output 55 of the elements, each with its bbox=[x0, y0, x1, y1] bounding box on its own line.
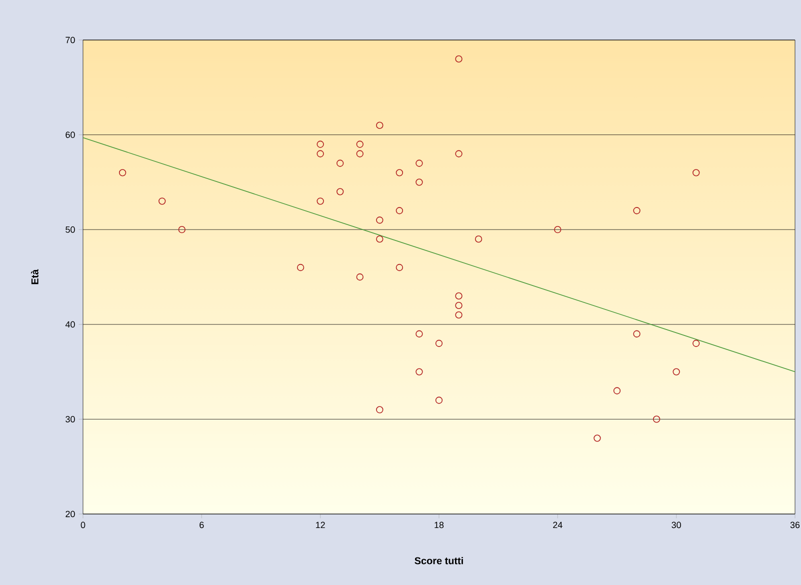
point bbox=[376, 406, 384, 414]
y-tick-label: 70 bbox=[66, 36, 75, 44]
point bbox=[376, 216, 384, 224]
point bbox=[356, 150, 364, 158]
point bbox=[455, 311, 462, 319]
point bbox=[316, 140, 324, 148]
point bbox=[633, 207, 640, 214]
y-tick-label: 20 bbox=[66, 510, 75, 518]
point bbox=[455, 302, 462, 310]
point bbox=[435, 340, 443, 347]
point bbox=[336, 160, 344, 167]
point bbox=[356, 273, 364, 281]
y-tick-label: 40 bbox=[65, 321, 75, 328]
x-axis-title: Score tutti bbox=[414, 556, 463, 564]
point bbox=[416, 368, 423, 376]
point bbox=[336, 188, 344, 196]
x-tick-label: 0 bbox=[80, 522, 86, 528]
point bbox=[376, 235, 384, 243]
point bbox=[455, 150, 462, 158]
point bbox=[594, 434, 601, 442]
point bbox=[376, 122, 384, 129]
point bbox=[396, 169, 404, 176]
x-tick-label: 6 bbox=[200, 522, 204, 528]
x-tick-label: 30 bbox=[672, 522, 681, 528]
point bbox=[613, 387, 621, 394]
point bbox=[416, 160, 423, 167]
point bbox=[692, 169, 700, 176]
point bbox=[396, 207, 404, 214]
point bbox=[672, 368, 680, 376]
point bbox=[633, 330, 640, 338]
point bbox=[356, 140, 364, 148]
x-tick-label: 24 bbox=[553, 522, 562, 528]
y-tick-label: 60 bbox=[66, 132, 75, 138]
point bbox=[474, 235, 482, 243]
point bbox=[316, 198, 324, 205]
point bbox=[416, 178, 423, 186]
point bbox=[652, 416, 660, 423]
y-tick-label: 50 bbox=[66, 226, 75, 233]
point bbox=[178, 226, 186, 234]
point bbox=[296, 264, 304, 272]
point bbox=[455, 292, 462, 300]
point bbox=[118, 169, 126, 176]
point bbox=[316, 150, 324, 158]
point bbox=[158, 198, 166, 205]
point bbox=[396, 264, 404, 272]
point bbox=[435, 396, 443, 404]
y-axis-title: Età bbox=[31, 269, 38, 284]
x-tick-label: 12 bbox=[316, 522, 325, 528]
point bbox=[416, 330, 423, 338]
point bbox=[554, 226, 562, 234]
point bbox=[692, 340, 700, 347]
x-tick-label: 36 bbox=[790, 522, 800, 528]
y-tick-label: 30 bbox=[66, 416, 75, 422]
point bbox=[455, 55, 462, 63]
x-tick-label: 18 bbox=[434, 522, 444, 528]
